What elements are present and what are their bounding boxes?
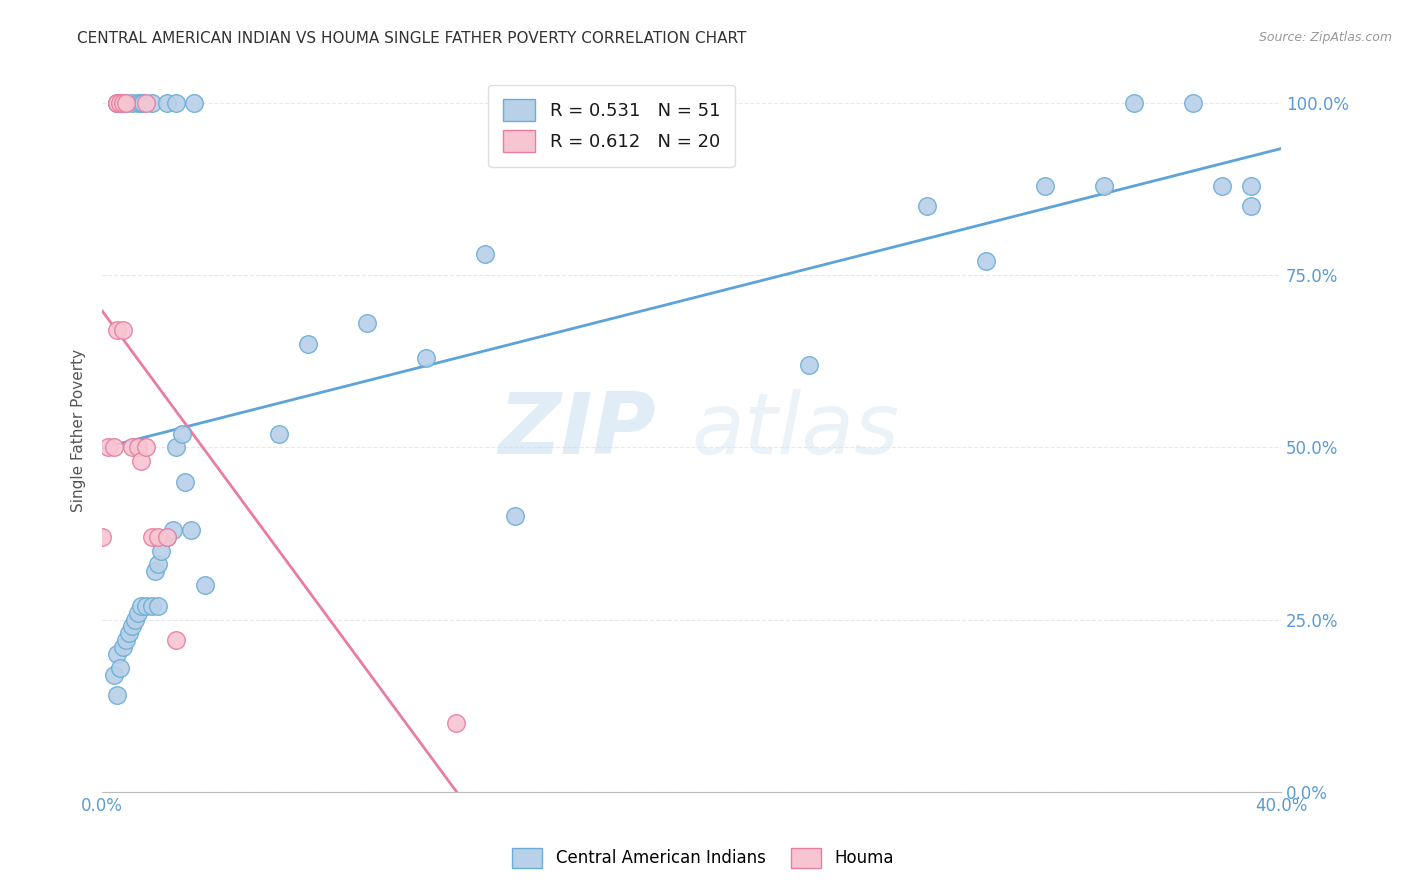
Point [156,95,179,110]
Text: atlas: atlas [692,389,900,472]
Point [127,95,149,110]
Point [148,530,170,544]
Point [150,543,173,558]
Point [141,95,163,110]
Point [141,599,163,613]
Point [105,688,128,702]
Point [132,95,155,110]
Point [143,564,166,578]
Point [170,426,193,441]
Point [297,337,319,351]
Point [114,95,136,110]
Point [111,640,134,654]
Point [444,715,467,730]
Point [1181,95,1204,110]
Point [917,199,939,213]
Point [162,523,184,537]
Y-axis label: Single Father Poverty: Single Father Poverty [72,349,86,512]
Legend: Central American Indians, Houma: Central American Indians, Houma [506,841,900,875]
Point [105,95,128,110]
Text: CENTRAL AMERICAN INDIAN VS HOUMA SINGLE FATHER POVERTY CORRELATION CHART: CENTRAL AMERICAN INDIAN VS HOUMA SINGLE … [77,31,747,46]
Text: ZIP: ZIP [499,389,657,472]
Point [129,95,152,110]
Point [356,317,378,331]
Point [474,247,496,261]
Point [194,578,217,592]
Point [1240,178,1263,193]
Point [124,613,146,627]
Point [114,95,136,110]
Point [105,323,128,337]
Point [105,647,128,661]
Point [1211,178,1233,193]
Point [135,95,157,110]
Point [91,530,114,544]
Point [180,523,202,537]
Point [105,95,128,110]
Text: Source: ZipAtlas.com: Source: ZipAtlas.com [1258,31,1392,45]
Point [121,440,143,454]
Point [127,606,149,620]
Point [118,626,141,640]
Point [799,358,821,372]
Point [127,440,149,454]
Point [148,599,170,613]
Point [503,509,526,524]
Point [141,530,163,544]
Point [165,440,187,454]
Legend: R = 0.531   N = 51, R = 0.612   N = 20: R = 0.531 N = 51, R = 0.612 N = 20 [488,85,735,167]
Point [267,426,290,441]
Point [108,661,131,675]
Point [111,323,134,337]
Point [111,95,134,110]
Point [135,599,157,613]
Point [135,440,157,454]
Point [415,351,437,365]
Point [1092,178,1115,193]
Point [165,633,187,648]
Point [129,454,152,468]
Point [1240,199,1263,213]
Point [1122,95,1144,110]
Point [183,95,205,110]
Point [173,475,195,489]
Point [1033,178,1056,193]
Point [148,558,170,572]
Point [156,530,179,544]
Point [108,95,131,110]
Point [103,440,125,454]
Point [105,95,128,110]
Point [103,667,125,681]
Point [121,95,143,110]
Point [165,95,187,110]
Point [974,254,997,268]
Point [105,95,128,110]
Point [114,633,136,648]
Point [156,530,179,544]
Point [121,619,143,633]
Point [129,599,152,613]
Point [97,440,120,454]
